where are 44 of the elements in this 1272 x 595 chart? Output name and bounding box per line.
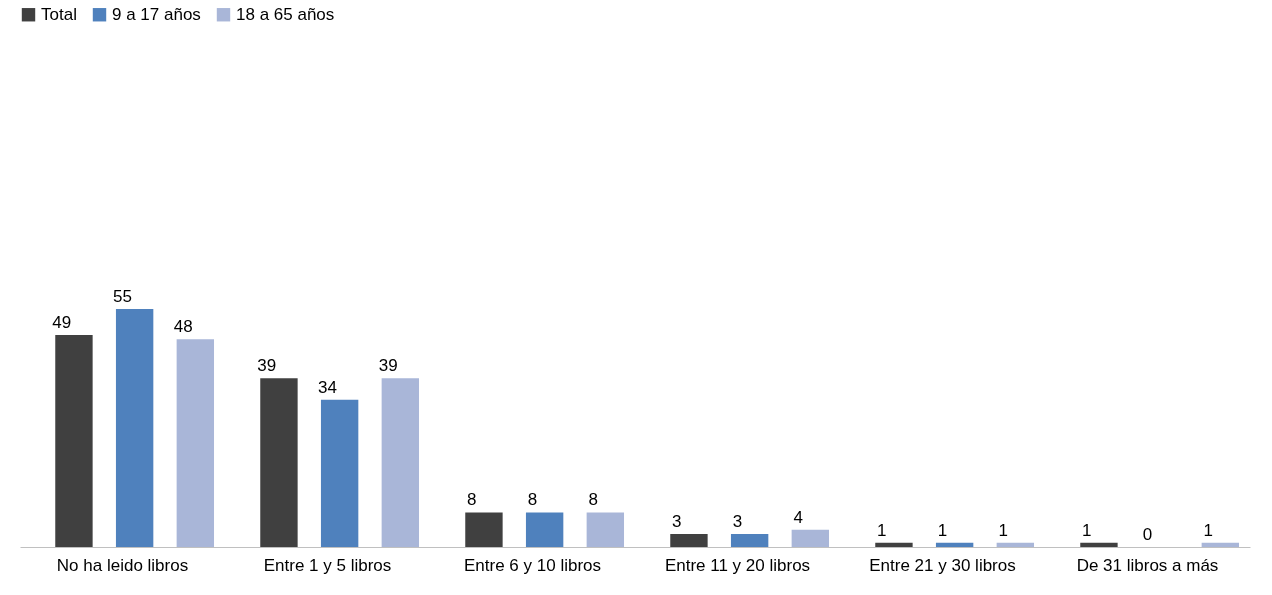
x-tick-label: De 31 libros a más xyxy=(1076,555,1219,575)
legend-label: 9 a 17 años xyxy=(112,4,201,24)
x-tick-label: Entre 11 y 20 libros xyxy=(664,555,811,575)
data-label: 49 xyxy=(52,312,72,332)
data-label: 1 xyxy=(877,520,887,540)
bar xyxy=(996,542,1035,547)
data-label: 0 xyxy=(1142,525,1153,544)
data-label: 1 xyxy=(1203,520,1213,540)
legend-label: Total xyxy=(41,4,77,24)
x-tick-label: No ha leido libros xyxy=(56,555,189,575)
bar xyxy=(1080,542,1118,547)
bar xyxy=(730,534,769,547)
data-label: 8 xyxy=(467,490,477,510)
bar xyxy=(176,339,215,547)
data-label: 48 xyxy=(173,317,193,337)
data-label: 1 xyxy=(1082,520,1092,540)
bar xyxy=(55,334,93,547)
data-label: 1 xyxy=(937,520,948,540)
x-tick-label: Entre 6 y 10 libros xyxy=(463,555,602,575)
data-label: 39 xyxy=(378,356,398,376)
legend-label: 18 a 65 años xyxy=(236,4,335,24)
bar xyxy=(586,512,625,547)
data-label: 34 xyxy=(318,377,337,397)
bar xyxy=(1201,542,1240,547)
bar xyxy=(381,378,420,547)
data-label: 3 xyxy=(732,512,743,532)
data-label: 4 xyxy=(793,507,803,527)
bar xyxy=(670,534,708,547)
data-label: 55 xyxy=(113,287,132,306)
data-label: 39 xyxy=(257,356,277,376)
data-label: 1 xyxy=(998,520,1008,540)
bar xyxy=(115,309,154,547)
bar xyxy=(525,512,564,547)
data-label: 8 xyxy=(527,490,538,510)
bar xyxy=(260,378,298,547)
bar xyxy=(791,529,830,547)
bar xyxy=(465,512,503,547)
bar xyxy=(320,399,359,547)
x-tick-label: Entre 21 y 30 libros xyxy=(869,555,1016,575)
bar xyxy=(935,542,974,547)
data-label: 8 xyxy=(588,490,598,510)
data-label: 3 xyxy=(672,512,682,532)
x-tick-label: Entre 1 y 5 libros xyxy=(263,555,392,575)
bar xyxy=(875,542,913,547)
